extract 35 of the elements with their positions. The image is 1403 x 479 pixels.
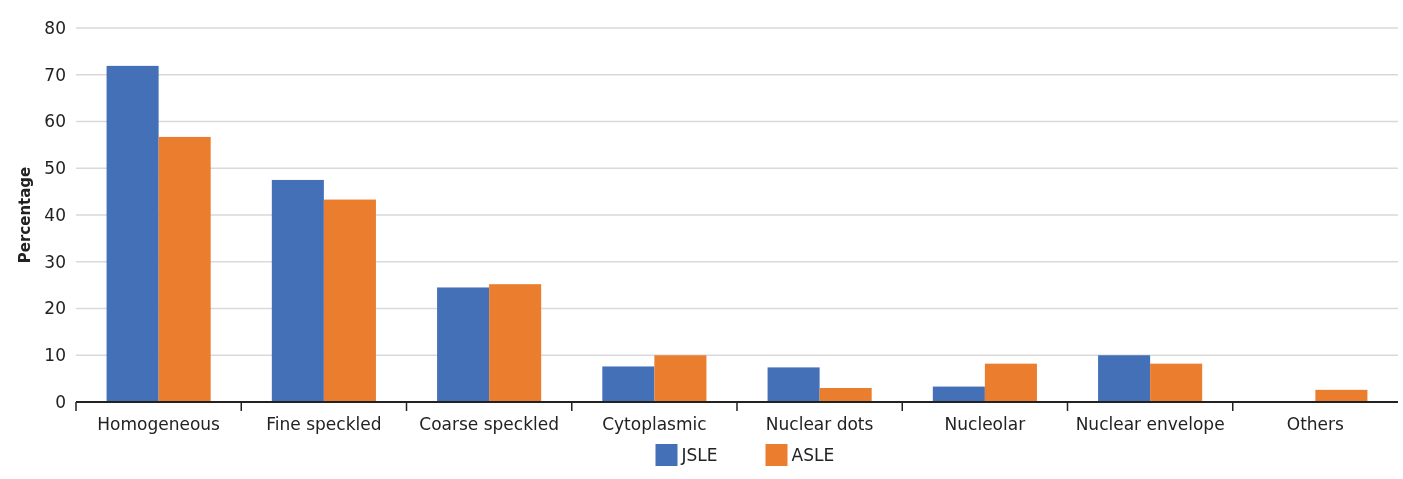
y-tick-label: 30: [44, 251, 66, 272]
bar: [271, 179, 324, 402]
y-tick-label: 60: [44, 111, 66, 132]
bar: [106, 65, 159, 402]
y-tick-label: 20: [44, 298, 66, 319]
bar: [984, 363, 1037, 402]
y-tick-label: 0: [55, 391, 66, 412]
x-tick-label: Cytoplasmic: [602, 414, 707, 434]
bar: [767, 367, 820, 402]
bar: [602, 366, 655, 402]
bar: [932, 386, 985, 402]
bar: [158, 136, 211, 402]
y-axis-title: Percentage: [16, 166, 34, 264]
x-tick-label: Nuclear envelope: [1075, 414, 1225, 434]
x-tick-label: Others: [1286, 414, 1345, 434]
y-tick-label: 70: [44, 64, 66, 85]
y-tick-label: 40: [44, 204, 66, 225]
y-tick-label: 50: [44, 158, 66, 179]
bar: [437, 287, 490, 402]
bar: [819, 387, 872, 402]
y-tick-label: 10: [44, 345, 66, 366]
legend-label: JSLE: [680, 444, 718, 465]
bar: [1150, 363, 1203, 402]
bar: [1098, 355, 1151, 402]
x-tick-label: Nuclear dots: [765, 414, 874, 434]
x-tick-label: Coarse speckled: [419, 414, 559, 434]
x-tick-label: Fine speckled: [266, 414, 382, 434]
bar: [654, 355, 707, 402]
y-tick-label: 80: [44, 17, 66, 38]
x-tick-label: Homogeneous: [97, 414, 221, 434]
bar: [323, 199, 376, 402]
legend-label: ASLE: [791, 444, 835, 465]
bar: [1315, 389, 1368, 402]
x-tick-label: Nucleolar: [944, 414, 1026, 434]
bar: [489, 284, 542, 402]
